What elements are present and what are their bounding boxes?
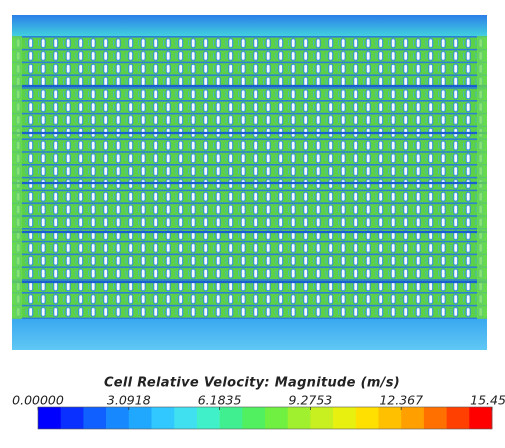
tick-label: 6.1835 [198, 393, 242, 408]
color-swatch [83, 407, 107, 429]
color-swatch [60, 407, 84, 429]
bottom-band [12, 319, 487, 350]
color-swatch [265, 407, 288, 429]
colorbar: 0.00000 3.0918 6.1835 9.2753 12.367 15.459 [12, 393, 505, 430]
color-swatch [219, 407, 243, 429]
color-swatch [378, 407, 402, 429]
top-band [12, 15, 487, 36]
color-swatch [423, 407, 447, 429]
right-wall [477, 36, 487, 319]
color-swatch [128, 407, 152, 429]
color-swatch [333, 407, 357, 429]
color-swatch [401, 407, 425, 429]
flow-field [12, 15, 487, 350]
tick-label: 9.2753 [289, 393, 333, 408]
color-swatch [446, 407, 470, 429]
color-swatch [242, 407, 266, 429]
colorbar-frame [37, 406, 493, 430]
cell-grid [12, 36, 487, 319]
color-swatch [174, 407, 198, 429]
tick-label: 0.00000 [12, 393, 64, 408]
legend-title: Cell Relative Velocity: Magnitude (m/s) [104, 376, 400, 391]
color-swatch [151, 407, 175, 429]
color-swatch [469, 407, 493, 429]
tick-label: 12.367 [379, 393, 423, 408]
left-wall [12, 36, 22, 319]
color-swatch [287, 407, 311, 429]
color-swatch [310, 407, 334, 429]
color-swatch [106, 407, 130, 429]
color-swatch [38, 407, 61, 429]
channel-lines [12, 84, 487, 284]
color-swatch [196, 407, 220, 429]
tick-label: 3.0918 [107, 393, 151, 408]
color-swatch [355, 407, 379, 429]
tick-label: 15.459 [470, 393, 505, 408]
